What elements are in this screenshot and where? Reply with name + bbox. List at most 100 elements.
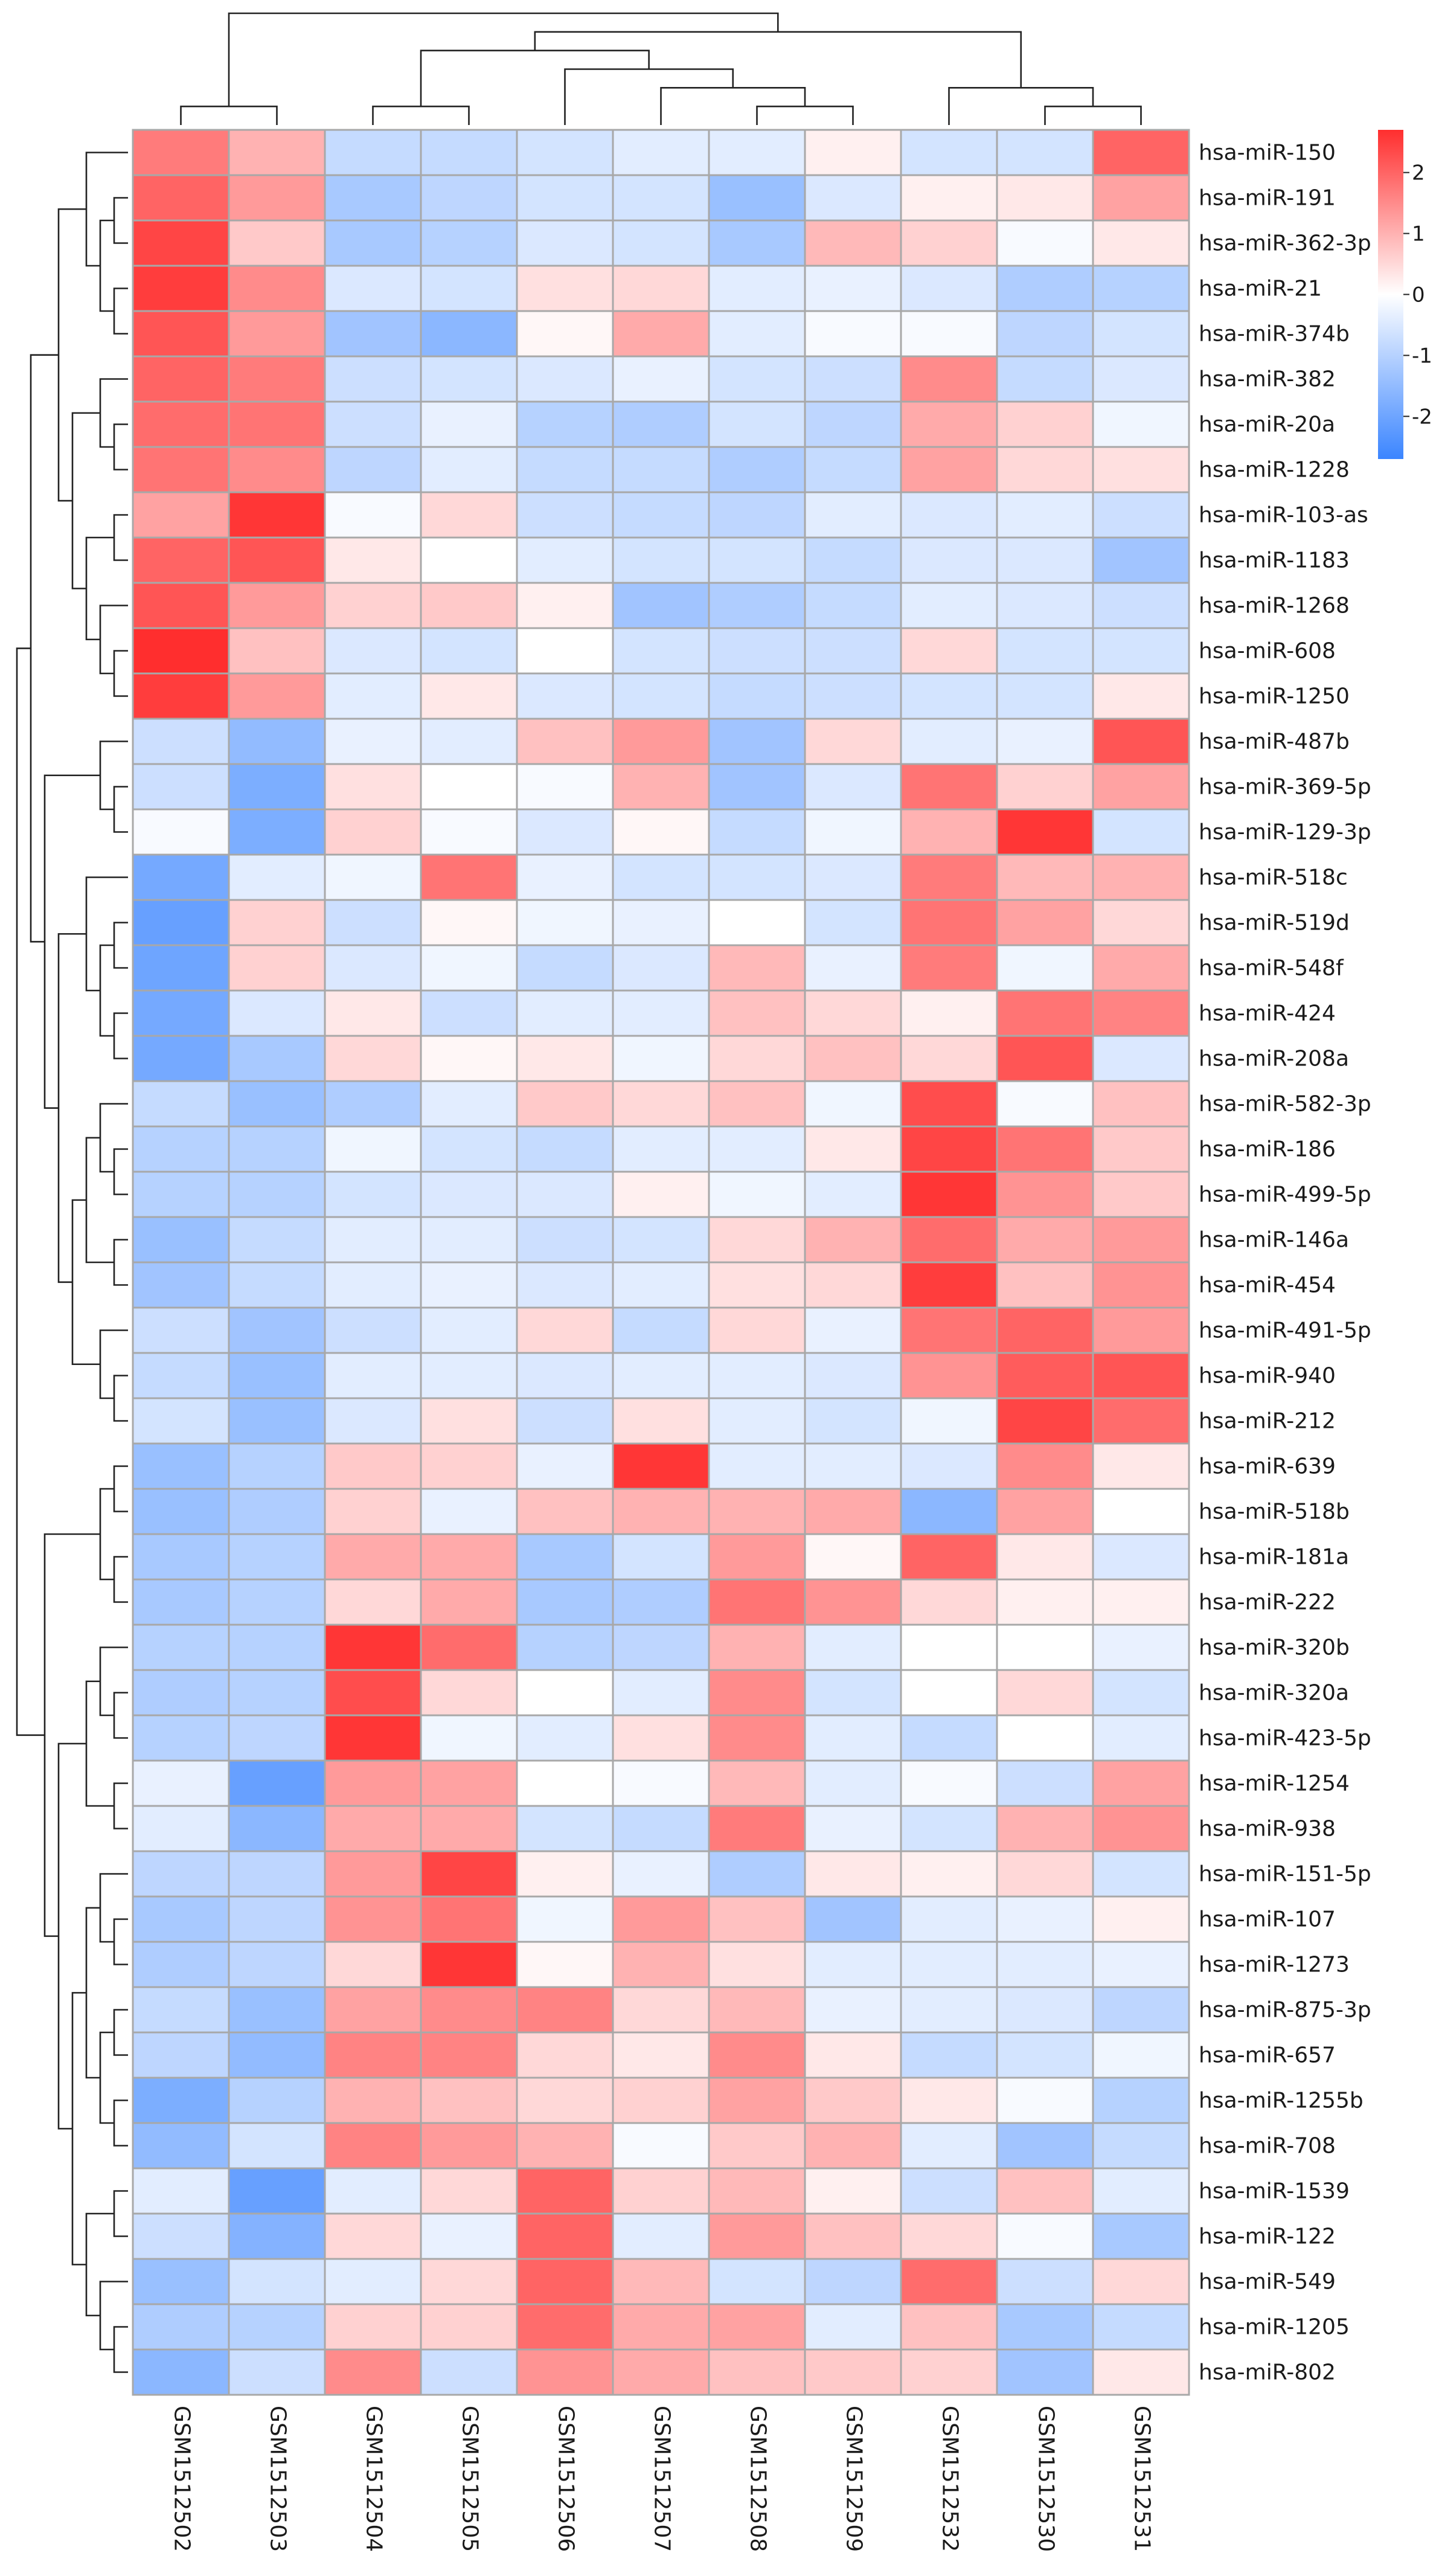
heatmap-cell: [804, 310, 902, 358]
heatmap-cell: [1092, 1171, 1190, 1218]
column-label: GSM1512531: [1130, 2406, 1155, 2552]
heatmap-cell: [132, 265, 230, 312]
heatmap-cell: [804, 1895, 902, 1943]
heatmap-cell: [516, 491, 614, 539]
heatmap-cell: [324, 174, 422, 222]
heatmap-cell: [324, 582, 422, 629]
heatmap-cell: [804, 2258, 902, 2305]
heatmap-cell: [900, 1759, 998, 1807]
heatmap-cell: [804, 1080, 902, 1128]
heatmap-cell: [612, 2077, 710, 2124]
heatmap-cell: [804, 446, 902, 493]
heatmap-cell: [804, 1669, 902, 1717]
heatmap-cell: [708, 1533, 806, 1581]
heatmap-cell: [324, 1035, 422, 1082]
heatmap-cell: [612, 718, 710, 765]
heatmap-cell: [612, 446, 710, 493]
column-label: GSM1512509: [842, 2406, 867, 2552]
heatmap-cell: [516, 1624, 614, 1671]
heatmap-cell: [1092, 1895, 1190, 1943]
heatmap-cell: [804, 2348, 902, 2396]
heatmap-cell: [132, 491, 230, 539]
heatmap-cell: [132, 2077, 230, 2124]
heatmap-cell: [1092, 1850, 1190, 1898]
heatmap-cell: [132, 2122, 230, 2170]
heatmap-cell: [612, 1125, 710, 1173]
heatmap-cell: [420, 2077, 518, 2124]
heatmap-cell: [900, 1442, 998, 1490]
heatmap-cell: [228, 400, 326, 448]
heatmap-cell: [900, 1669, 998, 1717]
row-label: hsa-miR-181a: [1199, 1545, 1349, 1570]
heatmap-cell: [324, 1850, 422, 1898]
heatmap-cell: [708, 853, 806, 901]
heatmap-cell: [996, 1669, 1094, 1717]
heatmap-cell: [516, 763, 614, 811]
heatmap-cell: [804, 129, 902, 176]
heatmap-cell: [612, 174, 710, 222]
heatmap-cell: [996, 1306, 1094, 1354]
heatmap-cell: [420, 2258, 518, 2305]
heatmap-cell: [996, 355, 1094, 403]
heatmap-cell: [132, 763, 230, 811]
heatmap-cell: [228, 1306, 326, 1354]
heatmap-cell: [516, 672, 614, 720]
heatmap-cell: [708, 672, 806, 720]
heatmap-cell: [708, 536, 806, 584]
heatmap-cell: [804, 1714, 902, 1762]
dendrogram-branch: [1044, 105, 1142, 125]
heatmap-cell: [228, 2303, 326, 2351]
heatmap-cell: [996, 1080, 1094, 1128]
heatmap-cell: [228, 853, 326, 901]
heatmap-cell: [324, 310, 422, 358]
heatmap-cell: [708, 1035, 806, 1082]
heatmap-cell: [516, 1171, 614, 1218]
heatmap-cell: [516, 944, 614, 992]
heatmap-cell: [516, 536, 614, 584]
heatmap-cell: [996, 1216, 1094, 1264]
heatmap-cell: [804, 1759, 902, 1807]
heatmap-cell: [132, 627, 230, 675]
row-label: hsa-miR-1254: [1199, 1771, 1350, 1796]
heatmap-cell: [228, 672, 326, 720]
heatmap-cell: [996, 1352, 1094, 1399]
dendrogram-branch: [99, 219, 114, 312]
heatmap-cell: [612, 763, 710, 811]
heatmap-cell: [132, 2258, 230, 2305]
heatmap-cell: [804, 944, 902, 992]
heatmap-cell: [132, 1442, 230, 1490]
heatmap-cell: [1092, 2212, 1190, 2260]
heatmap-cell: [132, 400, 230, 448]
heatmap-cell: [516, 1442, 614, 1490]
heatmap-cell: [420, 1216, 518, 1264]
heatmap-cell: [900, 1397, 998, 1445]
heatmap-cell: [420, 627, 518, 675]
heatmap-cell: [996, 1261, 1094, 1309]
heatmap-cell: [996, 1035, 1094, 1082]
heatmap-cell: [804, 174, 902, 222]
heatmap-cell: [1092, 1941, 1190, 1988]
column-label: GSM1512508: [746, 2406, 771, 2552]
dendrogram-branch: [113, 1375, 128, 1422]
heatmap-cell: [804, 763, 902, 811]
heatmap-cell: [324, 1895, 422, 1943]
heatmap-cell: [708, 1941, 806, 1988]
heatmap-cell: [612, 1397, 710, 1445]
heatmap-cell: [132, 310, 230, 358]
heatmap-cell: [612, 2212, 710, 2260]
heatmap-cell: [516, 2303, 614, 2351]
dendrogram-branch: [113, 650, 128, 697]
heatmap-cell: [900, 2258, 998, 2305]
heatmap-cell: [612, 1442, 710, 1490]
dendrogram-branch: [113, 1465, 128, 1512]
colorbar-gradient: [1378, 130, 1403, 459]
heatmap-cell: [1092, 1805, 1190, 1852]
colorbar: 2 1 0 -1 -2: [1378, 130, 1432, 459]
heatmap-cell: [996, 2122, 1094, 2170]
heatmap-cell: [708, 310, 806, 358]
heatmap-cell: [996, 2077, 1094, 2124]
heatmap-cell: [996, 1488, 1094, 1535]
heatmap-cell: [900, 355, 998, 403]
heatmap-cell: [708, 174, 806, 222]
heatmap-cell: [708, 1805, 806, 1852]
